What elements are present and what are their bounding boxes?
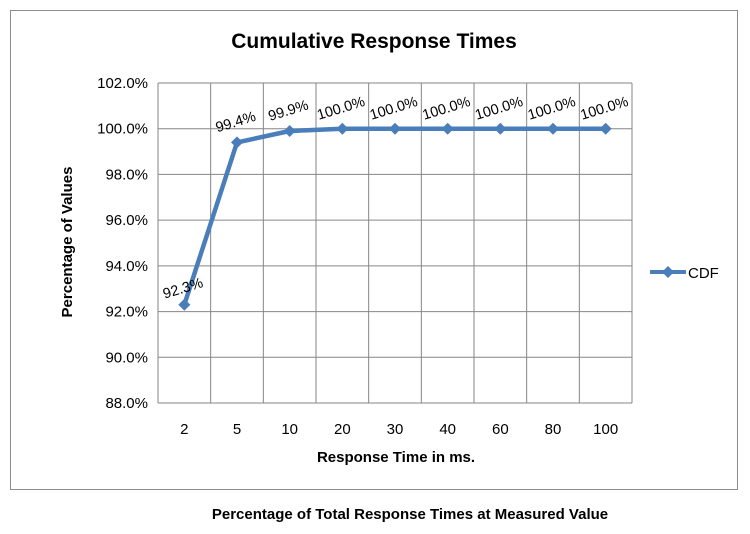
x-tick-label: 80 [545,421,562,438]
data-label: 100.0% [421,94,473,124]
y-tick-labels: 88.0% 90.0% 92.0% 94.0% 96.0% 98.0% 100.0% 102.… [97,75,148,412]
data-label: 100.0% [579,94,631,124]
x-tick-labels: 2 5 10 20 30 40 60 80 100 [180,421,618,438]
y-tick-label: 90.0% [105,349,148,366]
x-tick-label: 60 [492,421,509,438]
x-tick-label: 30 [387,421,404,438]
data-labels: 92.3%99.4% 99.9% 100.0% 100.0% 100.0% 100.0% 1… [161,94,630,303]
data-label: 92.3% [161,275,205,302]
series-line [182,126,606,306]
y-tick-label: 88.0% [105,395,148,412]
axes [157,83,632,404]
x-tick-label: 2 [180,421,188,438]
y-tick-label: 94.0% [105,258,148,275]
y-tick-label: 92.0% [105,304,148,321]
data-point-marker [283,125,296,137]
data-label: 99.9% [266,97,310,124]
data-point-marker [336,122,349,135]
data-point-marker [231,136,243,149]
data-label: 100.0% [315,94,367,124]
chart-frame [10,10,738,490]
legend-marker [662,266,674,278]
y-tick-label: 96.0% [105,212,148,229]
x-tick-label: 10 [281,421,298,438]
y-tick-label: 100.0% [97,121,148,138]
data-label: 100.0% [473,94,525,124]
x-axis-title: Response Time in ms. [317,449,475,466]
data-point-marker [547,122,559,135]
legend-label-cdf: CDF [688,265,719,282]
legend: CDF [650,265,719,282]
x-tick-label: 100 [593,421,618,438]
y-axis-title: Percentage of Values [59,167,76,318]
data-point-marker [599,122,612,135]
data-label: 100.0% [368,94,420,124]
x-tick-label: 20 [334,421,351,438]
x-tick-label: 40 [439,421,456,438]
data-label: 100.0% [526,94,578,124]
x-tick-label: 5 [233,421,241,438]
y-tick-label: 102.0% [97,75,148,92]
data-point-marker [178,298,191,311]
data-label: 99.4% [214,109,258,136]
data-point-marker [441,122,454,135]
y-tick-label: 98.0% [105,166,148,183]
data-point-marker [389,122,401,135]
series-cdf [178,122,612,311]
chart-title: Cumulative Response Times [231,30,517,53]
data-point-marker [494,122,507,135]
figure-caption: Percentage of Total Response Times at Me… [211,506,609,523]
